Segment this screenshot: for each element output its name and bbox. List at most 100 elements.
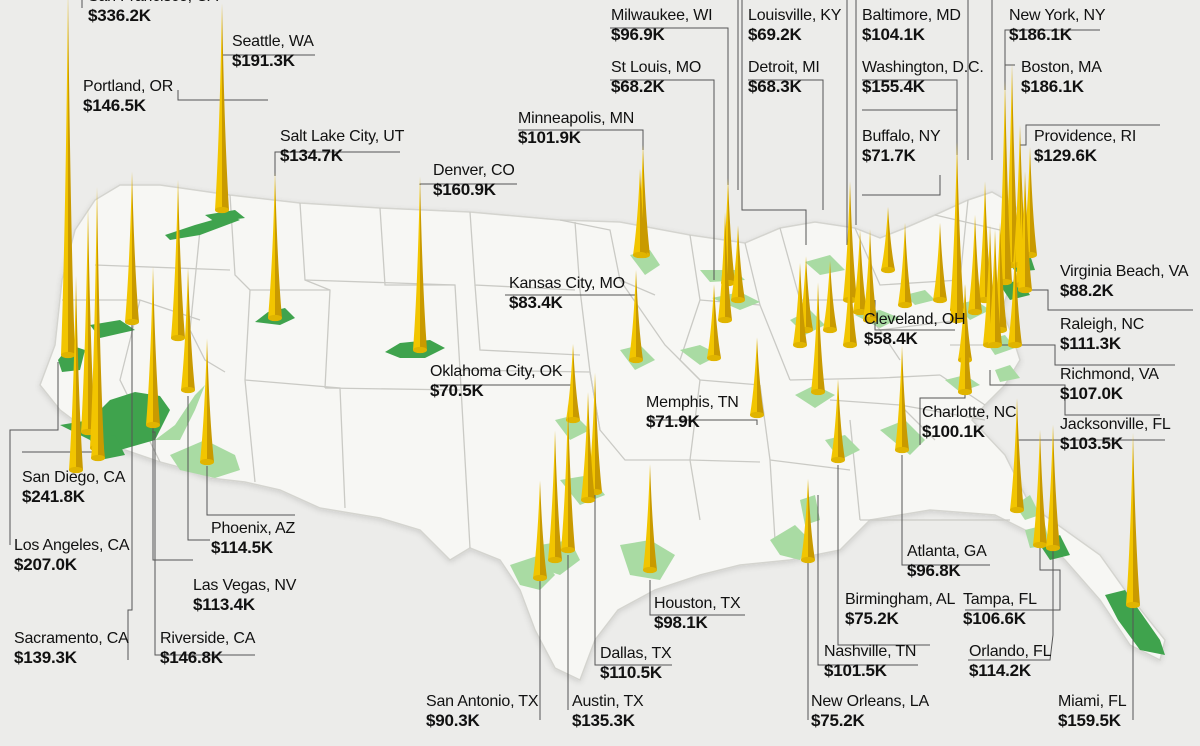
price-spike [413,176,427,354]
city-value: $336.2K [88,6,151,26]
price-spike [823,260,837,334]
city-value: $106.6K [963,609,1026,629]
price-spike [200,338,214,466]
city-label: Providence, RI $129.6K [1034,128,1136,166]
price-spike [561,403,575,554]
city-value: $68.2K [611,77,665,97]
city-value: $111.3K [1060,334,1121,354]
city-name: Louisville, KY [748,7,842,24]
city-value: $113.4K [193,595,255,615]
city-value: $71.9K [646,412,700,432]
city-name: Oklahoma City, OK [430,363,563,380]
city-label: New York, NY $186.1K [1009,7,1106,45]
price-spike [171,179,185,342]
city-name: Denver, CO [433,162,515,179]
city-name: Austin, TX [572,693,644,710]
price-spike [988,229,1002,349]
city-label: Tampa, FL $106.6K [963,591,1037,629]
city-name: Phoenix, AZ [211,520,296,537]
city-value: $71.7K [862,146,916,166]
city-value: $241.8K [22,487,85,507]
city-label: Riverside, CA $146.8K [160,630,255,668]
city-value: $110.5K [600,663,662,683]
city-name: Richmond, VA [1060,366,1159,383]
city-name: Memphis, TN [646,394,739,411]
price-spike [643,464,657,574]
city-name: Milwaukee, WI [611,7,713,24]
city-value: $191.3K [232,51,295,71]
city-label: Kansas City, MO $83.4K [509,275,625,313]
price-spike [950,207,964,324]
city-label: New Orleans, LA $75.2K [811,693,929,731]
city-value: $114.5K [211,538,273,558]
price-spike [707,284,721,362]
city-value: $96.9K [611,25,665,45]
city-name: New Orleans, LA [811,693,929,710]
city-value: $101.9K [518,128,581,148]
city-value: $58.4K [864,329,918,349]
city-name: San Antonio, TX [426,693,539,710]
city-label: Salt Lake City, UT $134.7K [280,128,404,166]
city-label: Buffalo, NY $71.7K [862,128,941,166]
city-label: San Francisco, CA$336.2K [88,0,218,26]
price-spike [533,480,547,582]
city-name: Washington, D.C. [862,59,984,76]
city-label: Las Vegas, NV $113.4K [193,577,296,615]
price-spike [69,275,83,474]
city-name: Kansas City, MO [509,275,625,292]
city-name: Minneapolis, MN [518,110,635,127]
city-value: $90.3K [426,711,480,731]
city-name: St Louis, MO [611,59,702,76]
city-label: Sacramento, CA $139.3K [14,630,129,668]
price-spike [548,430,562,564]
city-value: $96.8K [907,561,961,581]
price-spike [1126,432,1140,609]
city-label: Dallas, TX $110.5K [600,645,672,683]
city-value: $103.5K [1060,434,1123,454]
city-name: Sacramento, CA [14,630,129,647]
price-spike [629,269,643,364]
price-spike [831,378,845,464]
city-name: Raleigh, NC [1060,316,1145,333]
city-name: New York, NY [1009,7,1106,24]
city-value: $186.1K [1009,25,1072,45]
city-name: Portland, OR [83,78,174,95]
city-value: $129.6K [1034,146,1097,166]
city-value: $146.8K [160,648,223,668]
city-name: Orlando, FL [969,643,1052,660]
city-value: $160.9K [433,180,496,200]
city-value: $70.5K [430,381,484,401]
city-name: Las Vegas, NV [193,577,297,594]
city-value: $107.0K [1060,384,1123,404]
city-name: Boston, MA [1021,59,1102,76]
city-value: $134.7K [280,146,343,166]
city-name: Dallas, TX [600,645,672,662]
price-spike [1046,424,1060,552]
price-spike [566,343,580,424]
city-label: Washington, D.C. $155.4K [862,59,984,97]
city-value: $155.4K [862,77,925,97]
city-label: Los Angeles, CA $207.0K [14,537,130,575]
city-label: Cleveland, OH $58.4K [864,311,966,349]
city-label: Raleigh, NC $111.3K [1060,316,1144,354]
city-label: Orlando, FL $114.2K [969,643,1051,681]
city-value: $83.4K [509,293,563,313]
city-label: Detroit, MI $68.3K [748,59,820,97]
city-value: $114.2K [969,661,1031,681]
city-name: Detroit, MI [748,59,820,76]
city-name: Los Angeles, CA [14,537,130,554]
price-spike [895,345,909,454]
price-spike [268,172,282,322]
city-name: Baltimore, MD [862,7,961,24]
city-label: San Antonio, TX $90.3K [426,693,539,731]
city-value: $207.0K [14,555,77,575]
price-spike [91,339,105,462]
city-label: Minneapolis, MN $101.9K [518,110,634,148]
price-spikes [61,0,1140,609]
price-spike [215,3,229,214]
price-spike [125,171,139,326]
city-label: Charlotte, NC $100.1K [922,404,1017,442]
city-name: Riverside, CA [160,630,256,647]
city-value: $159.5K [1058,711,1121,731]
city-value: $68.3K [748,77,802,97]
